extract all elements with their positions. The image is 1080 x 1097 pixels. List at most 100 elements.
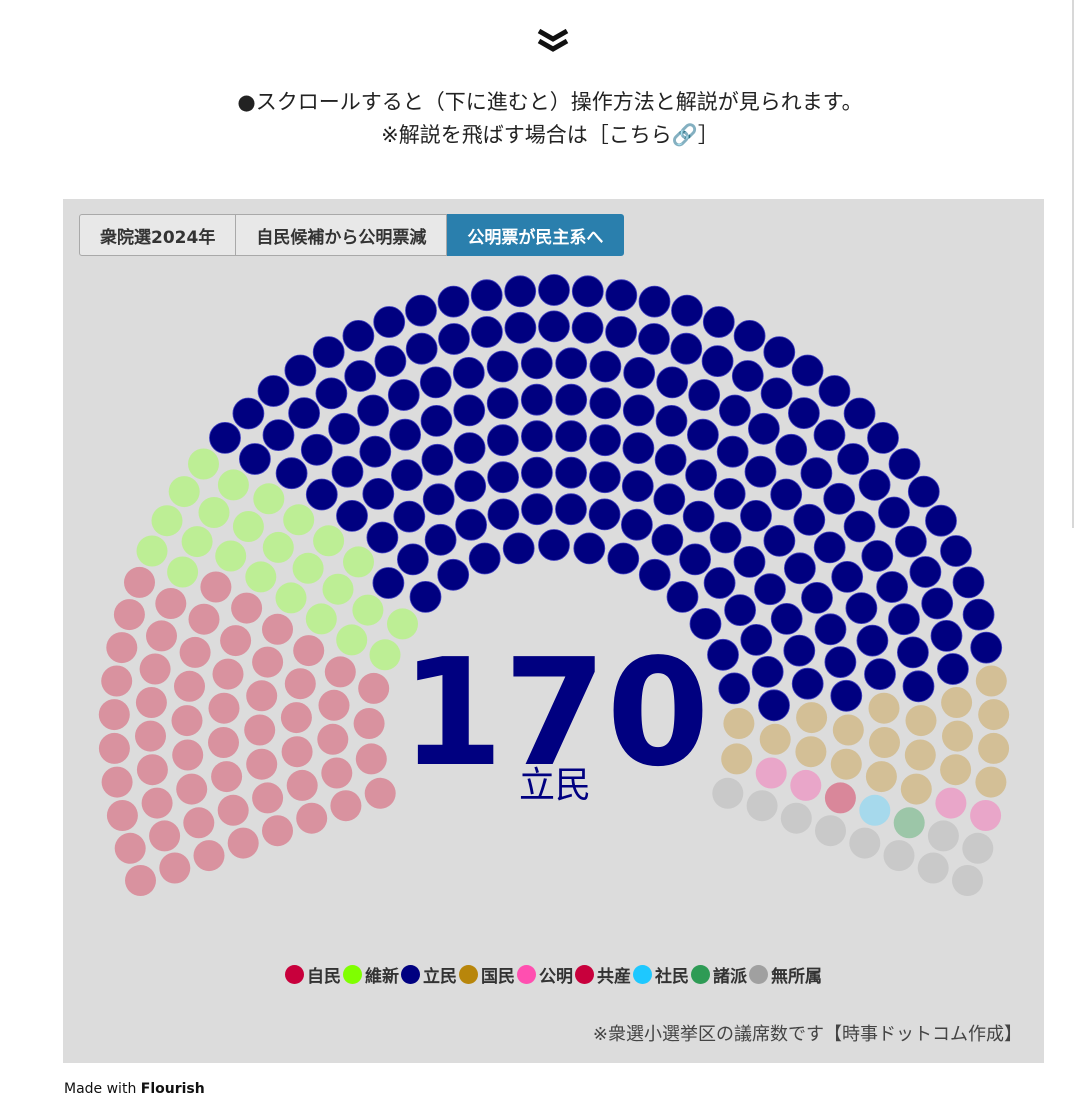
seat-国民[interactable] — [721, 743, 753, 775]
seat-無所属[interactable] — [780, 802, 812, 834]
seat-立民[interactable] — [555, 383, 588, 416]
seat-自民[interactable] — [159, 852, 191, 884]
seat-国民[interactable] — [868, 692, 900, 724]
seat-立民[interactable] — [257, 375, 290, 407]
seat-国民[interactable] — [941, 687, 973, 718]
seat-公明[interactable] — [935, 787, 967, 819]
seat-立民[interactable] — [793, 503, 826, 536]
seat-立民[interactable] — [573, 532, 606, 565]
seat-立民[interactable] — [788, 397, 820, 430]
seat-立民[interactable] — [930, 619, 963, 652]
seat-立民[interactable] — [751, 655, 784, 688]
seat-立民[interactable] — [571, 311, 604, 344]
seat-立民[interactable] — [486, 387, 519, 420]
seat-立民[interactable] — [867, 421, 899, 454]
seat-自民[interactable] — [293, 635, 325, 667]
legend-item[interactable]: 無所属 — [749, 962, 822, 987]
seat-自民[interactable] — [262, 815, 293, 847]
seat-国民[interactable] — [869, 727, 900, 758]
seat-立民[interactable] — [359, 435, 392, 468]
seat-自民[interactable] — [231, 592, 263, 624]
seat-立民[interactable] — [638, 558, 671, 591]
seat-立民[interactable] — [878, 496, 910, 529]
seat-自民[interactable] — [124, 566, 155, 598]
seat-立民[interactable] — [607, 542, 640, 575]
seat-立民[interactable] — [689, 607, 722, 640]
scrollbar[interactable] — [1072, 0, 1074, 528]
seat-立民[interactable] — [709, 521, 742, 554]
seat-無所属[interactable] — [952, 865, 983, 896]
seat-立民[interactable] — [487, 498, 520, 531]
seat-立民[interactable] — [232, 397, 265, 430]
skip-link[interactable]: こちら🔗 — [608, 123, 698, 147]
seat-自民[interactable] — [246, 680, 278, 712]
seat-立民[interactable] — [895, 525, 927, 558]
seat-自民[interactable] — [355, 743, 387, 775]
seat-立民[interactable] — [555, 456, 588, 489]
seat-立民[interactable] — [357, 394, 390, 427]
seat-立民[interactable] — [758, 689, 790, 722]
seat-立民[interactable] — [724, 594, 756, 627]
seat-立民[interactable] — [589, 350, 622, 383]
seat-立民[interactable] — [671, 294, 703, 327]
seat-立民[interactable] — [393, 500, 426, 533]
seat-公明[interactable] — [790, 769, 822, 801]
seat-自民[interactable] — [208, 692, 240, 724]
seat-立民[interactable] — [688, 379, 721, 411]
seat-立民[interactable] — [679, 543, 711, 576]
seat-立民[interactable] — [555, 420, 588, 453]
seat-立民[interactable] — [502, 532, 535, 565]
seat-自民[interactable] — [106, 800, 138, 831]
seat-立民[interactable] — [656, 366, 689, 399]
seat-立民[interactable] — [845, 592, 878, 625]
seat-立民[interactable] — [623, 356, 656, 389]
seat-立民[interactable] — [654, 443, 687, 476]
seat-立民[interactable] — [952, 566, 985, 599]
seat-立民[interactable] — [284, 354, 317, 387]
seat-自民[interactable] — [179, 636, 211, 668]
seat-立民[interactable] — [409, 580, 442, 613]
seat-維新[interactable] — [275, 582, 307, 614]
seat-維新[interactable] — [253, 483, 285, 515]
seat-維新[interactable] — [168, 476, 200, 508]
seat-立民[interactable] — [555, 493, 587, 526]
seat-自民[interactable] — [358, 672, 390, 704]
seat-立民[interactable] — [622, 394, 655, 427]
seat-立民[interactable] — [437, 558, 470, 591]
seat-立民[interactable] — [716, 435, 749, 468]
seat-維新[interactable] — [181, 526, 213, 558]
seat-立民[interactable] — [937, 653, 969, 685]
seat-国民[interactable] — [904, 739, 936, 771]
seat-自民[interactable] — [125, 865, 156, 896]
seat-自民[interactable] — [98, 699, 130, 731]
seat-立民[interactable] — [740, 623, 773, 656]
seat-立民[interactable] — [818, 375, 851, 407]
seat-自民[interactable] — [171, 705, 203, 737]
seat-立民[interactable] — [670, 332, 703, 365]
seat-自民[interactable] — [208, 727, 239, 758]
seat-立民[interactable] — [748, 412, 780, 445]
seat-立民[interactable] — [864, 658, 896, 691]
seat-諸派[interactable] — [893, 807, 925, 839]
seat-立民[interactable] — [470, 279, 503, 312]
seat-立民[interactable] — [740, 499, 772, 532]
seat-立民[interactable] — [538, 274, 570, 306]
seat-立民[interactable] — [858, 468, 891, 501]
seat-立民[interactable] — [760, 377, 793, 410]
seat-自民[interactable] — [101, 665, 133, 697]
seat-自民[interactable] — [286, 769, 318, 801]
seat-維新[interactable] — [369, 639, 401, 671]
seat-国民[interactable] — [978, 699, 1010, 731]
seat-国民[interactable] — [975, 766, 1007, 798]
seat-自民[interactable] — [149, 820, 181, 852]
seat-立民[interactable] — [396, 543, 429, 576]
seat-立民[interactable] — [328, 412, 361, 445]
seat-自民[interactable] — [193, 840, 225, 872]
seat-立民[interactable] — [770, 478, 803, 511]
seat-自民[interactable] — [176, 773, 208, 805]
seat-維新[interactable] — [167, 556, 199, 588]
seat-立民[interactable] — [897, 636, 929, 669]
seat-自民[interactable] — [252, 646, 284, 678]
seat-立民[interactable] — [876, 571, 908, 603]
made-with-flourish[interactable]: Made with Flourish — [64, 1081, 205, 1097]
